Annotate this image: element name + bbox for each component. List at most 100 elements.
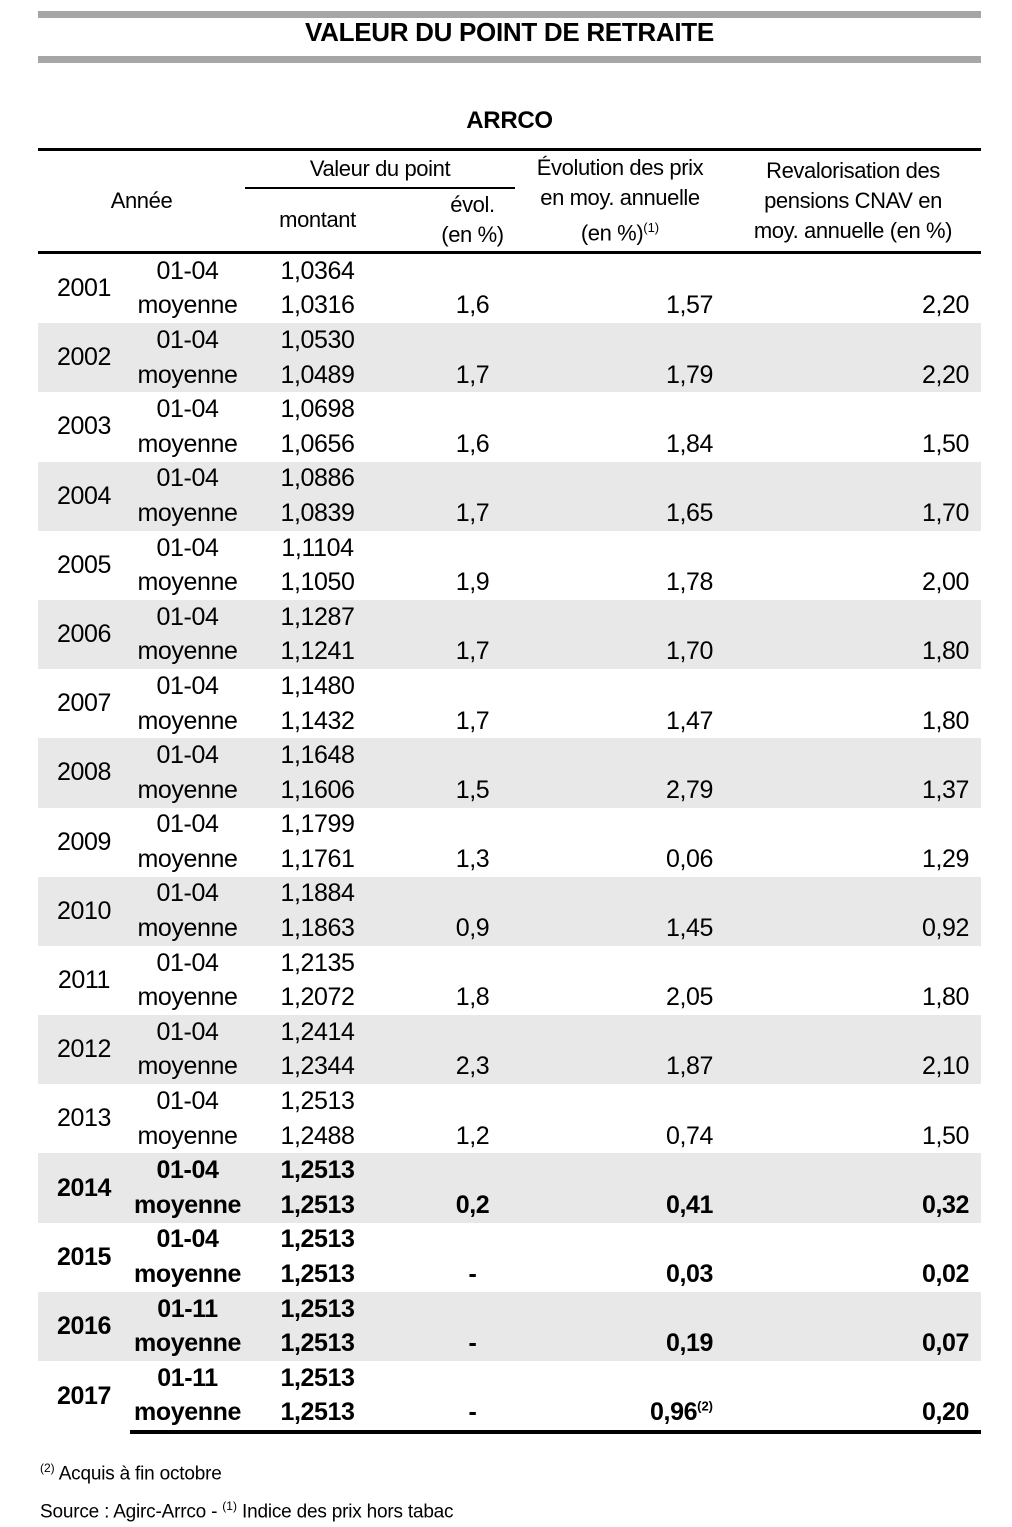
cnav-cell-empty: [725, 1361, 981, 1396]
prix-cell-empty: [515, 531, 725, 566]
cnav-cell: 1,80: [921, 983, 969, 1012]
montant-cell: 1,2414: [280, 1017, 355, 1046]
period-cell: 01-04: [156, 671, 219, 700]
montant-cell: 1,2513: [280, 1363, 355, 1392]
cnav-cell-empty: [725, 531, 981, 566]
period-cell: 01-04: [156, 602, 219, 631]
prix-cell: 0,74: [665, 1121, 713, 1150]
montant-cell: 1,0886: [280, 464, 355, 493]
evol-cell-empty: [390, 600, 515, 635]
source-text: Source : Agirc-Arrco -: [40, 1501, 223, 1523]
footnote-2: (2) Acquis à fin octobre: [40, 1461, 222, 1485]
period-cell: moyenne: [137, 914, 238, 943]
year-cell: 2007: [56, 689, 111, 718]
montant-cell: 1,1241: [280, 637, 355, 666]
montant-cell: 1,1799: [280, 810, 355, 839]
table-row-2017-moyenne: moyenne 1,2513-0,96(2) 0,20: [38, 1395, 981, 1435]
period-cell: moyenne: [137, 429, 238, 458]
period-cell: 01-04: [156, 1087, 219, 1116]
prix-cell-empty: [515, 392, 725, 427]
cnav-cell: 1,50: [921, 1121, 969, 1150]
footnote-2-marker-inline: (2): [697, 1399, 713, 1415]
montant-cell: 1,2513: [280, 1260, 355, 1289]
table-row-2015-period: 2015 01-04 1,2513: [38, 1223, 981, 1270]
footnotes: (2) Acquis à fin octobre Source : Agirc-…: [40, 1452, 940, 1527]
evol-cell-empty: [390, 808, 515, 843]
montant-cell: 1,0698: [280, 395, 355, 424]
cnav-cell: 2,00: [921, 568, 969, 597]
table-row-2002-period: 2002 01-04 1,0530: [38, 323, 981, 371]
year-cell: 2004: [56, 481, 111, 510]
col-header-evolution-prix-line3: (en %)(1): [580, 220, 660, 246]
montant-cell: 1,2135: [280, 948, 355, 977]
montant-cell: 1,2072: [280, 983, 355, 1012]
col-header-evolution-prix-line1: Évolution des prix: [536, 155, 704, 181]
cnav-cell-empty: [725, 1015, 981, 1050]
evol-cell-empty: [390, 946, 515, 981]
footnote-1-marker-bottom: (1): [222, 1499, 237, 1514]
table-row-2013-period: 2013 01-04 1,2513: [38, 1084, 981, 1132]
prix-cell-empty: [515, 323, 725, 358]
prix-cell: 0,03: [665, 1260, 713, 1289]
prix-cell: 2,05: [665, 983, 713, 1012]
table-row-2002-moyenne: moyenne 1,0489 1,7 1,79 2,20: [38, 357, 981, 393]
year-cell: 2003: [56, 412, 111, 441]
montant-cell: 1,2513: [280, 1087, 355, 1116]
table-row-2004-period: 2004 01-04 1,0886: [38, 461, 981, 510]
prix-cell-empty: [515, 462, 725, 497]
col-header-montant: montant: [245, 188, 390, 254]
montant-cell: 1,0839: [280, 498, 355, 527]
evol-cell-empty: [390, 392, 515, 427]
montant-cell: 1,2513: [280, 1294, 355, 1323]
period-cell: moyenne: [137, 775, 238, 804]
prix-cell: 1,57: [665, 291, 713, 320]
evol-cell-empty: [390, 738, 515, 773]
montant-cell: 1,1648: [280, 741, 355, 770]
cnav-cell: 1,50: [921, 429, 969, 458]
title-rule-top: [38, 11, 981, 18]
prix-cell-empty: [515, 253, 725, 289]
prix-cell: 0,96(2): [515, 1395, 725, 1435]
period-cell: 01-04: [156, 1225, 219, 1254]
evol-cell: 1,6: [455, 429, 490, 458]
table-row-2010-moyenne: moyenne 1,1863 0,9 1,45 0,92: [38, 911, 981, 946]
cnav-cell: 0,32: [921, 1190, 969, 1219]
montant-cell: 1,0656: [280, 429, 355, 458]
cnav-cell: 2,20: [921, 360, 969, 389]
period-cell: 01-11: [157, 1363, 218, 1392]
table-row-2008-period: 2008 01-04 1,1648: [38, 738, 981, 786]
col-header-revalorisation-cnav: Revalorisation des pensions CNAV en moy.…: [725, 149, 981, 254]
evol-cell: 1,8: [455, 983, 490, 1012]
evol-cell: 1,3: [455, 844, 490, 873]
period-cell: 01-04: [156, 395, 219, 424]
montant-cell: 1,1863: [280, 914, 355, 943]
evol-cell-empty: [390, 1084, 515, 1119]
evol-cell-empty: [390, 1292, 515, 1327]
period-cell: 01-04: [156, 810, 219, 839]
prix-cell-empty: [515, 1084, 725, 1119]
prix-cell-empty: [515, 600, 725, 635]
year-cell: 2017: [56, 1382, 111, 1411]
cnav-cell: 1,80: [921, 637, 969, 666]
year-cell: 2016: [56, 1311, 111, 1340]
evol-cell: 1,7: [455, 360, 490, 389]
period-cell: moyenne: [137, 498, 238, 527]
prix-cell: 1,79: [665, 360, 713, 389]
cnav-cell-empty: [725, 1084, 981, 1119]
prix-cell: 1,47: [665, 706, 713, 735]
period-cell: 01-04: [156, 741, 219, 770]
evol-cell: 2,3: [455, 1052, 490, 1081]
col-header-annee: Année: [38, 149, 245, 254]
col-header-evol-line1: évol.: [450, 192, 495, 217]
period-cell: moyenne: [134, 1329, 241, 1358]
period-cell: moyenne: [134, 1260, 241, 1289]
evol-cell-empty: [390, 1223, 515, 1258]
montant-cell: 1,2513: [280, 1190, 355, 1219]
montant-cell: 1,1050: [280, 568, 355, 597]
period-cell: moyenne: [137, 983, 238, 1012]
evol-cell: 1,9: [455, 568, 490, 597]
montant-cell: 1,1761: [280, 844, 355, 873]
evol-cell: -: [468, 1260, 477, 1289]
arrco-table: Année Valeur du point Évolution des prix…: [38, 148, 981, 1435]
table-row-2011-period: 2011 01-04 1,2135: [38, 946, 981, 994]
